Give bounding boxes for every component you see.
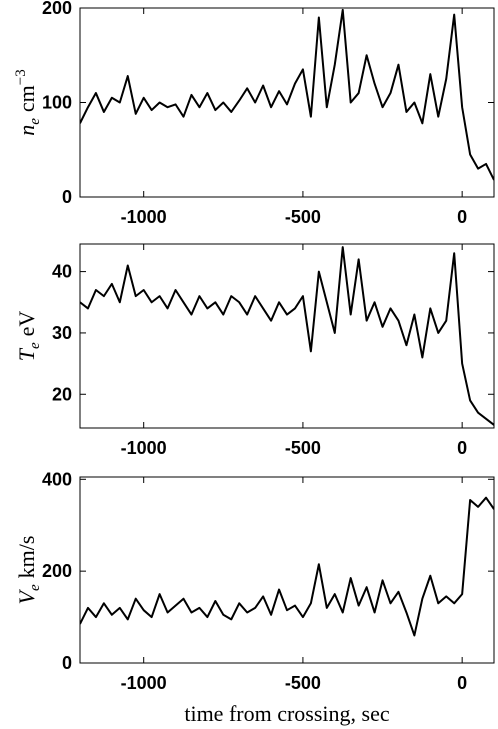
x-tick-label: -500 <box>285 438 321 458</box>
y-axis-label: Ve km/s <box>14 536 43 605</box>
y-tick-label: 400 <box>42 469 72 489</box>
ylabel-symbol: V <box>14 588 39 604</box>
data-line <box>80 8 494 181</box>
ylabel-subscript: e <box>27 342 43 349</box>
x-tick-label: 0 <box>457 673 467 693</box>
ylabel-subscript: e <box>27 118 43 125</box>
x-tick-label: -1000 <box>121 207 167 227</box>
x-tick-label: 0 <box>457 438 467 458</box>
x-tick-label: -1000 <box>121 673 167 693</box>
y-tick-label: 200 <box>42 561 72 581</box>
y-tick-label: 200 <box>42 0 72 18</box>
x-tick-label: -500 <box>285 207 321 227</box>
ylabel-unit: km/s <box>14 536 39 579</box>
y-tick-label: 40 <box>52 262 72 282</box>
x-tick-label: 0 <box>457 207 467 227</box>
ylabel-symbol: n <box>14 125 39 136</box>
plot-frame <box>79 476 495 664</box>
y-tick-label: 20 <box>52 384 72 404</box>
x-tick-label: -500 <box>285 673 321 693</box>
y-axis-label: Te eV <box>14 311 43 362</box>
y-axis-label: ne cm−3 <box>13 69 43 136</box>
ylabel-superscript: −3 <box>13 69 29 85</box>
y-tick-label: 0 <box>62 653 72 673</box>
y-tick-label: 0 <box>62 187 72 207</box>
ylabel-unit: eV <box>14 311 39 337</box>
x-tick-label: -1000 <box>121 438 167 458</box>
ylabel-unit: cm <box>14 85 39 112</box>
plot-frame <box>79 243 495 429</box>
y-tick-label: 100 <box>42 93 72 113</box>
data-line <box>80 246 494 426</box>
data-line <box>80 496 494 637</box>
plot-frame <box>79 7 495 198</box>
ylabel-subscript: e <box>27 584 43 591</box>
ylabel-symbol: T <box>14 347 39 361</box>
y-tick-label: 30 <box>52 323 72 343</box>
x-axis-label: time from crossing, sec <box>184 701 390 726</box>
